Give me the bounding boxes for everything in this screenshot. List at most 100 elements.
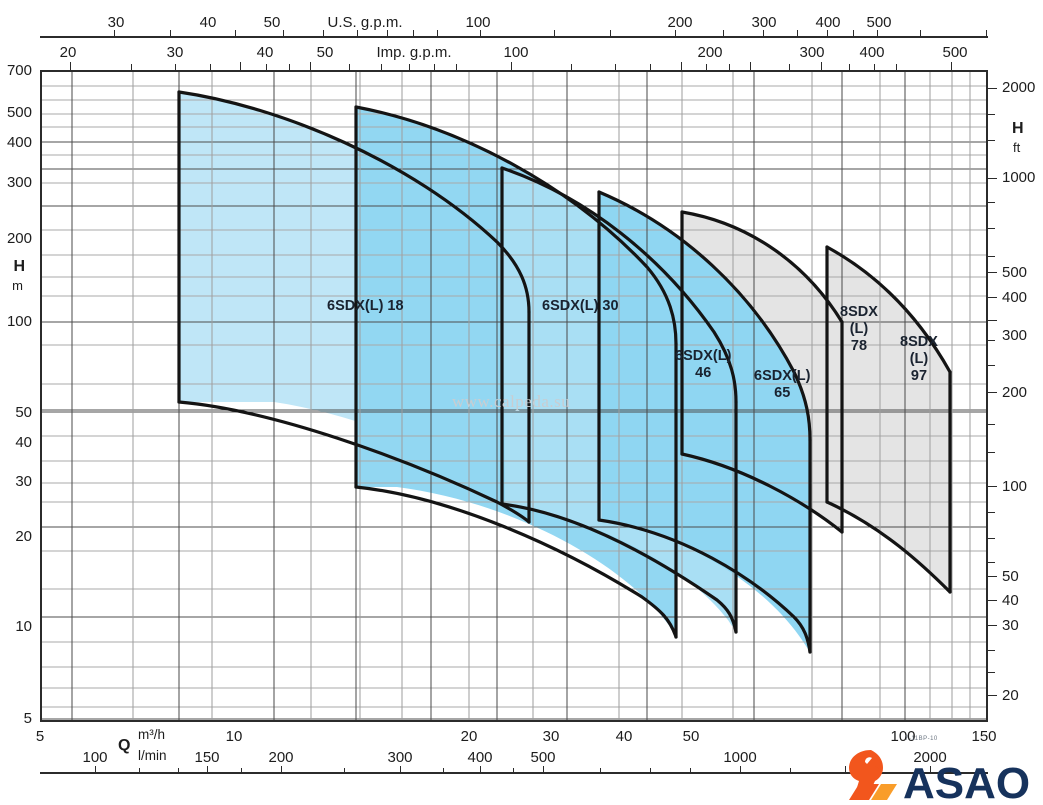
lmin-tick-label: 2000	[913, 749, 947, 766]
region-label-8sdx-78: 8SDX (L) 78	[840, 304, 878, 355]
us-gpm-tick-label: 500	[866, 14, 892, 31]
h-left-tick-label: 100	[6, 313, 32, 330]
h-left-tick-label: 50	[15, 404, 32, 421]
lmin-tick-label: 400	[467, 749, 493, 766]
h-right-tick-label: 300	[1002, 327, 1028, 344]
curve-6sdx-18-bottom	[177, 400, 531, 524]
lmin-tick-label: 200	[268, 749, 294, 766]
curve-6sdx-30-top	[354, 105, 678, 346]
m3h-origin-label: 5	[35, 728, 45, 745]
h-right-symbol: H	[1012, 120, 1024, 137]
m3h-tick-label: 30	[542, 728, 560, 745]
h-right-tick-label: 1000	[1002, 169, 1036, 186]
curve-6sdx-46-top	[500, 166, 738, 404]
m3h-tick-label: 100	[890, 728, 916, 745]
us-gpm-tick-label: 100	[465, 14, 491, 31]
imp-gpm-axis-title: Imp. g.p.m.	[376, 44, 452, 61]
curve-6sdx-18-top	[177, 90, 531, 314]
region-label-6sdx-65: 6SDX(L) 65	[754, 368, 810, 402]
curve-6sdx-65-top	[597, 190, 812, 442]
h-left-unit: m	[12, 278, 23, 293]
imp-gpm-tick-label: 20	[59, 44, 77, 61]
region-label-line: 6SDX(L) 18	[327, 298, 404, 314]
m3h-axis-title: m³/h	[138, 727, 165, 742]
h-left-tick-label: 30	[15, 473, 32, 490]
region-label-line: 65	[774, 385, 791, 402]
h-right-tick-label: 400	[1002, 289, 1028, 306]
logo-wordmark: ASAO	[903, 759, 1030, 800]
region-label-line: (L)	[909, 351, 929, 368]
h-right-tick-label: 500	[1002, 264, 1028, 281]
curve-8sdx-78-bottom	[680, 452, 844, 534]
h-left-tick-label: 20	[15, 528, 32, 545]
region-label-line: 78	[850, 338, 868, 355]
h-left-tick-label: 700	[6, 62, 32, 79]
region-label-line: 8SDX	[900, 334, 938, 350]
h-left-tick-label: 300	[6, 174, 32, 191]
curve-6sdx-30-bottom	[354, 485, 678, 639]
imp-gpm-tick-label: 400	[859, 44, 885, 61]
m3h-tick-label: 50	[682, 728, 700, 745]
h-left-tick-label: 200	[6, 230, 32, 247]
region-label-6sdx-30: 6SDX(L) 30	[542, 298, 619, 315]
region-label-line: 6SDX(L)	[754, 368, 811, 384]
region-8sdx-97	[827, 247, 950, 592]
lmin-tick-label: 500	[530, 749, 556, 766]
imp-gpm-tick-label: 300	[799, 44, 825, 61]
h-right-tick-label: 2000	[1002, 79, 1036, 96]
imp-gpm-tick-label: 30	[166, 44, 184, 61]
h-right-tick-label: 100	[1002, 478, 1028, 495]
h-left-tick-label: 5	[23, 710, 32, 727]
logo-speed-bars	[849, 784, 897, 800]
region-label-8sdx-97: 8SDX (L) 97	[900, 334, 938, 385]
lmin-axis-title: l/min	[138, 748, 167, 763]
h-left-tick-label: 10	[15, 618, 32, 635]
h-left-tick-label: 400	[6, 134, 32, 151]
plot-area: 6SDX(L) 18 6SDX(L) 30 6SDX(L) 46 6SDX(L)…	[40, 70, 988, 722]
region-label-line: 6SDX(L)	[675, 348, 732, 364]
m3h-tick-label: 40	[615, 728, 633, 745]
region-label-line: 97	[910, 368, 928, 385]
lmin-tick-label: 150	[194, 749, 220, 766]
us-gpm-tick-label: 300	[751, 14, 777, 31]
region-label-line: (L)	[849, 321, 869, 338]
h-right-tick-label: 20	[1002, 687, 1019, 704]
lmin-tick-label: 100	[82, 749, 108, 766]
m3h-tick-label: 20	[460, 728, 478, 745]
region-label-6sdx-18: 6SDX(L) 18	[327, 298, 404, 315]
pump-envelope-curves	[177, 90, 952, 654]
region-label-line: 46	[695, 365, 712, 382]
asao-logo: ASAO 7-11BP-10	[845, 736, 1041, 805]
curve-6sdx-65-bottom	[597, 518, 812, 654]
q-symbol: Q	[118, 737, 131, 754]
imp-gpm-tick-label: 40	[256, 44, 274, 61]
logo-swan-icon	[849, 750, 883, 794]
us-gpm-tick-label: 50	[263, 14, 281, 31]
h-left-tick-label: 40	[15, 434, 32, 451]
us-gpm-tick-label: 200	[667, 14, 693, 31]
lmin-tick-label: 1000	[723, 749, 757, 766]
us-gpm-tick-label: 400	[815, 14, 841, 31]
region-label-line: 8SDX	[840, 304, 878, 320]
h-right-unit: ft	[1013, 140, 1021, 155]
h-right-tick-label: 200	[1002, 384, 1028, 401]
m3h-tick-label: 10	[225, 728, 243, 745]
m3h-tick-label: 150	[971, 728, 997, 745]
imp-gpm-tick-label: 500	[942, 44, 968, 61]
h-left-symbol: H	[13, 258, 25, 275]
lmin-tick-label: 300	[387, 749, 413, 766]
imp-gpm-tick-label: 50	[316, 44, 334, 61]
us-gpm-tick-label: 40	[199, 14, 217, 31]
curve-6sdx-46-bottom	[500, 502, 738, 634]
watermark: www.calpeda.su	[452, 392, 571, 411]
h-right-tick-label: 30	[1002, 617, 1019, 634]
curve-8sdx-97-bottom	[825, 500, 952, 594]
h-left-tick-label: 500	[6, 104, 32, 121]
us-gpm-axis-title: U.S. g.p.m.	[327, 14, 403, 31]
h-right-tick-label: 40	[1002, 592, 1019, 609]
region-label-line: 6SDX(L) 30	[542, 298, 619, 314]
imp-gpm-tick-label: 100	[503, 44, 529, 61]
logo-code: 7-11BP-10	[905, 736, 938, 742]
us-gpm-tick-label: 30	[107, 14, 125, 31]
